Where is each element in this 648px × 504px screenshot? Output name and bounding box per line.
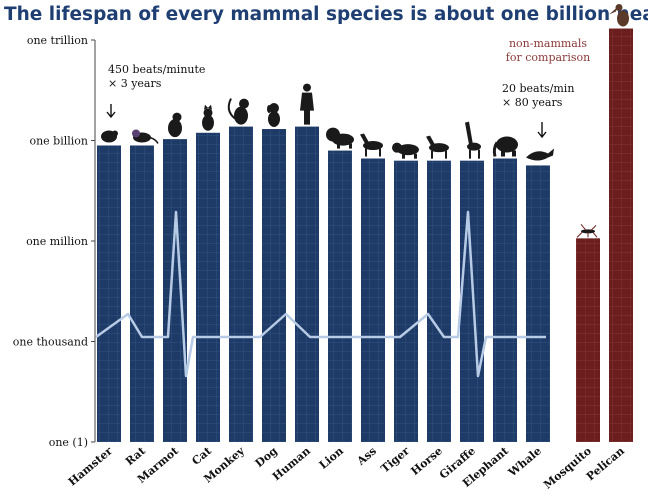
annotation-hamster-rate: 450 beats/minute × 3 years — [106, 63, 205, 119]
annotation-hamster-line1: 450 beats/minute — [108, 63, 205, 76]
hamster-icon — [101, 130, 118, 143]
pulse-line — [95, 210, 546, 378]
bar-dog — [262, 129, 286, 442]
dog-icon — [267, 103, 280, 128]
bar-tiger — [394, 160, 418, 442]
bar-human — [295, 126, 319, 443]
bar-mosquito — [576, 238, 600, 442]
x-label-rat: Rat — [123, 444, 149, 468]
human-icon — [300, 83, 314, 125]
x-label-mosquito: Mosquito — [541, 444, 594, 491]
heartbeat-line — [95, 210, 546, 378]
y-tick-label: one billion — [29, 135, 88, 148]
bars — [97, 28, 633, 443]
whale-icon — [526, 148, 554, 161]
x-label-cat: Cat — [190, 444, 215, 468]
monkey-icon — [227, 98, 249, 125]
y-tick-label: one (1) — [49, 436, 88, 449]
annotation-whale-rate: 20 beats/min × 80 years — [502, 82, 574, 139]
bar-whale — [526, 165, 550, 442]
bar-pelican — [609, 28, 633, 443]
x-label-hamster: Hamster — [66, 444, 115, 488]
bar-monkey — [229, 126, 253, 443]
giraffe-icon — [465, 121, 481, 159]
bar-rat — [130, 145, 154, 442]
cat-icon — [202, 104, 214, 131]
bar-giraffe — [460, 160, 484, 442]
annotation-hamster-line2: × 3 years — [108, 77, 162, 90]
x-label-tiger: Tiger — [378, 444, 412, 475]
y-tick-label: one million — [26, 235, 88, 248]
annotation-whale-line2: × 80 years — [502, 96, 563, 109]
arrow-down-icon — [106, 104, 116, 119]
icons — [101, 4, 629, 238]
bar-lion — [328, 150, 352, 442]
pelican-icon — [609, 4, 629, 27]
elephant-icon — [492, 136, 518, 157]
bar-cat — [196, 132, 220, 442]
annotation-non-mammals-line2: for comparison — [506, 51, 590, 64]
x-label-whale: Whale — [505, 444, 544, 479]
bar-horse — [427, 160, 451, 442]
bar-elephant — [493, 158, 517, 442]
mosquito-icon — [576, 224, 598, 238]
y-tick-label: one thousand — [13, 336, 88, 349]
chart-title: The lifespan of every mammal species is … — [4, 4, 648, 25]
bar-marmot — [163, 139, 187, 442]
arrow-down-icon — [537, 122, 547, 139]
bar-hamster — [97, 145, 121, 442]
annotation-non-mammals-line1: non-mammals — [509, 37, 587, 50]
lion-icon — [326, 127, 354, 149]
annotation-whale-line1: 20 beats/min — [502, 82, 574, 95]
y-tick-label: one trillion — [27, 34, 88, 47]
x-label-dog: Dog — [253, 444, 280, 470]
x-label-lion: Lion — [317, 444, 346, 471]
y-axis: one (1) one thousand one million one billio… — [13, 34, 96, 449]
annotation-non-mammals: non-mammals for comparison — [506, 37, 590, 64]
horse-icon — [426, 135, 449, 159]
marmot-icon — [168, 112, 182, 138]
x-label-ass: Ass — [354, 444, 379, 468]
rat-icon — [132, 129, 159, 144]
tiger-icon — [392, 142, 419, 159]
ass-icon — [360, 133, 383, 157]
bar-ass — [361, 158, 385, 442]
